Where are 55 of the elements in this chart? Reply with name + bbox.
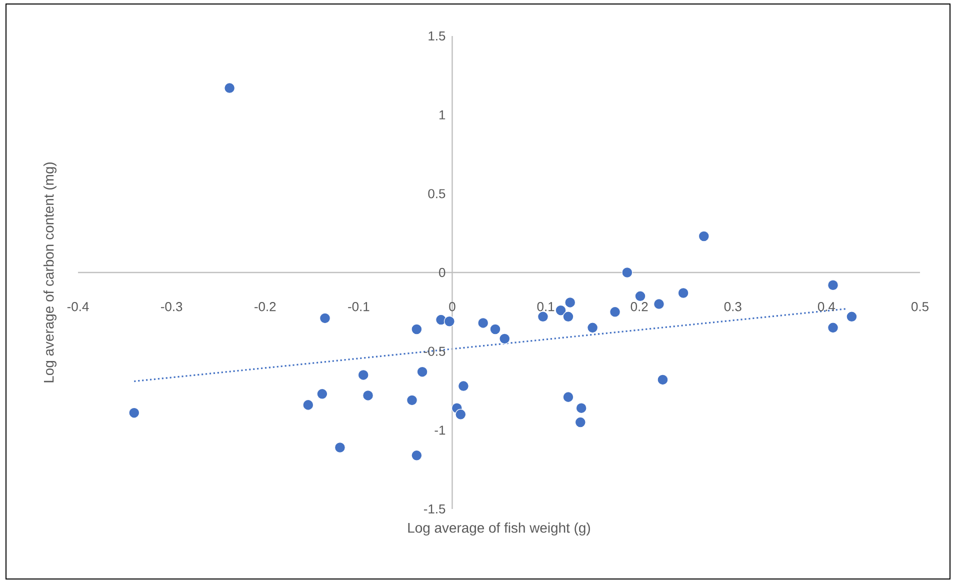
point <box>224 82 236 94</box>
point <box>416 366 428 378</box>
x-tick-label: 0.3 <box>724 302 742 312</box>
x-tick-label: 0 <box>449 302 456 312</box>
point <box>411 324 422 335</box>
point <box>358 370 369 380</box>
point <box>444 316 455 327</box>
point <box>334 442 346 453</box>
point <box>562 392 574 403</box>
point <box>316 388 328 400</box>
point <box>499 333 510 344</box>
x-tick-label: -0.1 <box>348 302 370 312</box>
x-tick-label: 0.4 <box>818 302 836 312</box>
point <box>678 288 689 298</box>
x-tick-label: 0.5 <box>912 302 928 312</box>
point <box>828 280 838 291</box>
y-tick-label: -1 <box>434 426 446 435</box>
point <box>128 407 140 418</box>
point <box>562 311 574 322</box>
point <box>320 312 330 324</box>
y-tick-label: 0 <box>439 268 446 278</box>
point <box>846 311 858 322</box>
point <box>458 380 469 392</box>
point <box>698 230 710 242</box>
x-tick-label: -0.4 <box>67 302 89 312</box>
y-tick-label: 1.5 <box>428 31 446 41</box>
x-tick-label: -0.2 <box>254 302 276 312</box>
point <box>634 290 646 302</box>
point <box>610 306 620 318</box>
point <box>455 408 466 420</box>
point <box>537 311 548 322</box>
point <box>478 317 489 328</box>
point <box>657 374 668 386</box>
y-tick-label: -1.5 <box>424 504 446 514</box>
point <box>574 416 586 428</box>
point <box>564 296 576 308</box>
y-tick-label: -0.5 <box>424 346 446 356</box>
point <box>576 402 587 414</box>
x-tick-label: 0.2 <box>630 302 648 312</box>
point <box>302 399 314 410</box>
point <box>654 298 664 310</box>
point <box>362 390 374 401</box>
x-axis-title: Log average of fish weight (g) <box>408 522 590 536</box>
y-tick-label: 1 <box>439 110 446 120</box>
point <box>622 267 633 278</box>
y-axis-title: Log average of carbon content (mg) <box>43 162 56 382</box>
point <box>555 304 566 316</box>
y-tick-label: 0.5 <box>428 189 446 198</box>
point <box>828 322 838 334</box>
x-tick-label: -0.3 <box>160 302 182 312</box>
x-tick-label: 0.1 <box>537 302 554 312</box>
point <box>411 450 422 461</box>
point <box>587 322 598 334</box>
point <box>406 394 418 406</box>
point <box>490 324 501 335</box>
